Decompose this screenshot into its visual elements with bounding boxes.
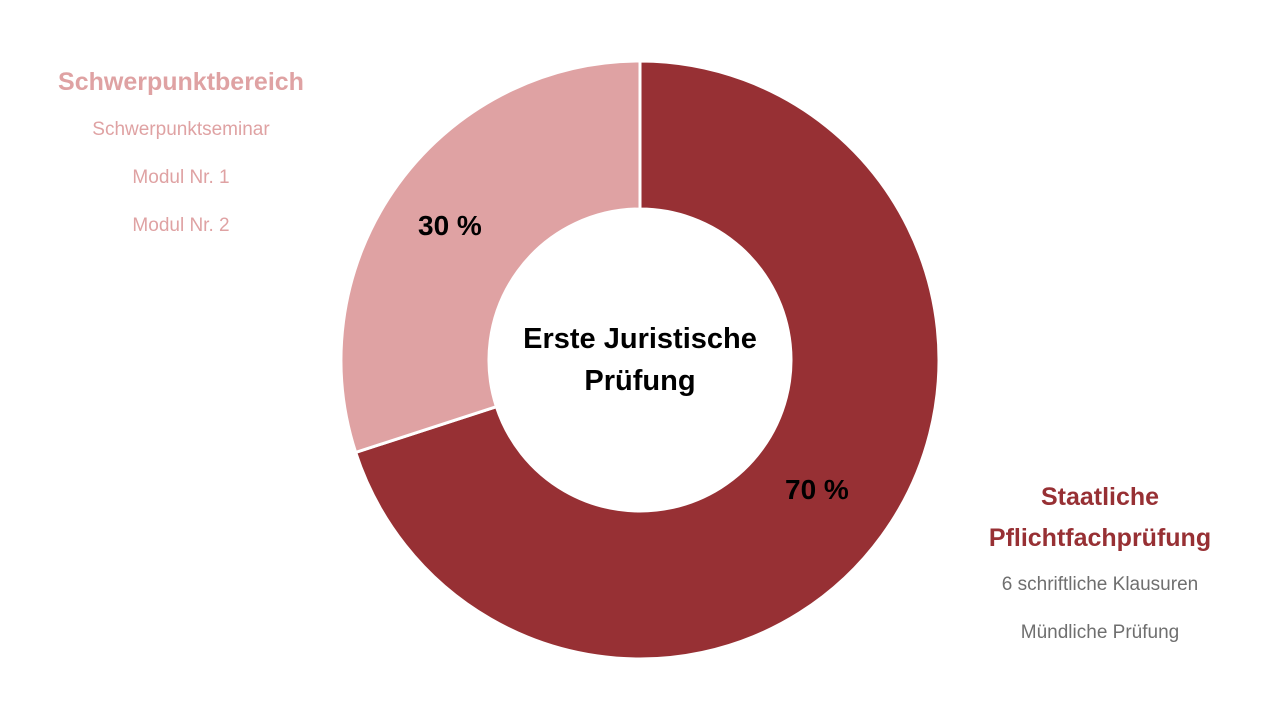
legend-item-muendliche-pruefung: Mündliche Prüfung [1020, 622, 1180, 643]
legend-item-modul-2: Modul Nr. 2 [132, 215, 230, 236]
legend-item-klausuren: 6 schriftliche Klausuren [1001, 574, 1199, 595]
legend-schwerpunktbereich: Schwerpunktbereich Schwerpunktseminar Mo… [30, 62, 332, 250]
legend-item-schwerpunktseminar: Schwerpunktseminar [92, 119, 270, 140]
legend-title-staatliche: Staatliche [1040, 483, 1160, 511]
donut-slices [339, 59, 941, 661]
donut-slice-pflichtfach [353, 59, 941, 661]
legend-item-modul-1: Modul Nr. 1 [132, 167, 230, 188]
legend-pflichtfachpruefung: Staatliche Pflichtfachprüfung 6 schriftl… [958, 477, 1242, 657]
donut-slice-schwerpunktbereich [339, 59, 642, 455]
legend-title-pflichtfachpruefung: Pflichtfachprüfung [988, 524, 1212, 552]
slice-label-pflichtfach: 70 % [785, 474, 849, 505]
legend-title-schwerpunktbereich: Schwerpunktbereich [58, 68, 304, 96]
donut-center-label: Erste Juristische Prüfung [523, 323, 757, 397]
slice-label-schwerpunktbereich: 30 % [418, 210, 482, 241]
